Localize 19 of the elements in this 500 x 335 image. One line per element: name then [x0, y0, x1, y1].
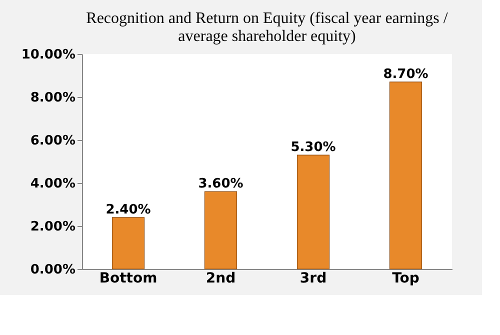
- data-label: 3.60%: [198, 176, 244, 192]
- y-tick-label: 10.00%: [21, 48, 76, 62]
- y-tick-label: 2.00%: [30, 220, 76, 234]
- bar: [389, 82, 422, 270]
- x-tick-label: Bottom: [99, 270, 158, 286]
- x-tick-label: Top: [392, 270, 420, 286]
- x-tick-label: 3rd: [300, 270, 327, 286]
- y-tick-label: 8.00%: [30, 90, 76, 106]
- bar: [112, 217, 145, 270]
- y-tick-label: 0.00%: [30, 262, 76, 278]
- data-label: 8.70%: [383, 66, 428, 82]
- data-label: 2.40%: [106, 202, 151, 218]
- bar: [296, 154, 330, 270]
- y-tick-label: 4.00%: [30, 176, 76, 192]
- y-tick-label: 6.00%: [30, 134, 76, 148]
- bar: [204, 191, 238, 270]
- data-label: 5.30%: [290, 140, 336, 156]
- x-tick-label: 2nd: [206, 270, 236, 286]
- chart-title: Recognition and Return on Equity (fiscal year earnings / average shareholder equity): [86, 10, 448, 45]
